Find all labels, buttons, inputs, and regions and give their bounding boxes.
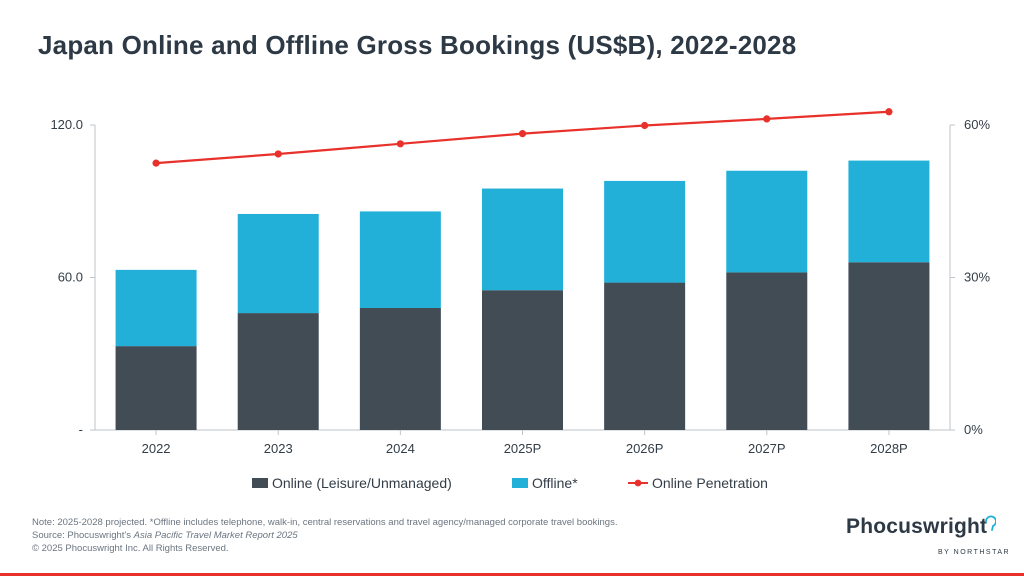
footnote: Note: 2025-2028 projected. *Offline incl… xyxy=(32,516,617,555)
x-tick-label: 2027P xyxy=(748,441,786,456)
legend-label-penetration: Online Penetration xyxy=(652,475,768,491)
chart-canvas: - 60.0 120.0 0% 30% 60% 2022 2023 2024 2025P 2026P… xyxy=(50,108,990,491)
x-tick-label: 2022 xyxy=(142,441,171,456)
x-tick-label: 2028P xyxy=(870,441,908,456)
bottom-accent-rule xyxy=(0,573,1024,576)
bar-online xyxy=(359,308,441,430)
penetration-point xyxy=(763,115,771,123)
bar-offline xyxy=(115,269,197,347)
y-right-tick-label: 0% xyxy=(964,422,983,437)
penetration-line xyxy=(155,110,889,165)
x-tick-label: 2026P xyxy=(626,441,664,456)
legend-label-offline: Offline* xyxy=(532,475,578,491)
bar-online xyxy=(604,282,686,430)
legend-swatch-penetration-dot xyxy=(634,479,642,487)
y-left-tick-label: - xyxy=(79,422,83,437)
bar-online xyxy=(115,346,197,430)
penetration-point xyxy=(274,150,282,158)
legend-label-online: Online (Leisure/Unmanaged) xyxy=(272,475,452,491)
legend-swatch-offline xyxy=(512,478,528,488)
bar-offline xyxy=(359,211,441,308)
y-right-tick-label: 30% xyxy=(964,270,990,285)
bar-offline xyxy=(726,170,808,273)
bar-online xyxy=(726,272,808,430)
penetration-point xyxy=(518,130,527,138)
bar-offline xyxy=(848,160,930,263)
speech-bubble-icon xyxy=(985,515,996,531)
footnote-copyright: © 2025 Phocuswright Inc. All Rights Rese… xyxy=(32,543,229,554)
logo-wordmark: Phocuswright xyxy=(846,515,988,538)
penetration-point xyxy=(396,140,404,148)
y-left-tick-label: 120.0 xyxy=(50,117,83,132)
bar-offline xyxy=(482,188,563,291)
x-tick-label: 2025P xyxy=(504,441,542,456)
penetration-point xyxy=(641,121,649,130)
bar-online xyxy=(848,262,930,430)
footnote-note: Note: 2025-2028 projected. *Offline incl… xyxy=(32,517,618,528)
footnote-source: Source: Phocuswright's Asia Pacific Trav… xyxy=(32,530,298,541)
bar-offline xyxy=(604,180,686,283)
legend-swatch-online xyxy=(252,478,268,488)
x-tick-label: 2023 xyxy=(264,441,293,456)
penetration-point xyxy=(152,159,160,167)
phocuswright-logo: Phocuswright BY NORTHSTAR xyxy=(846,515,1009,556)
y-right-tick-label: 60% xyxy=(964,117,990,132)
y-left-tick-label: 60.0 xyxy=(58,270,83,285)
bar-online xyxy=(237,313,319,430)
chart-title: Japan Online and Offline Gross Bookings … xyxy=(38,30,797,60)
bar-online xyxy=(482,290,563,430)
bar-offline xyxy=(237,213,319,314)
logo-tagline: BY NORTHSTAR xyxy=(938,549,1011,556)
x-tick-label: 2024 xyxy=(386,441,415,456)
penetration-point xyxy=(885,108,893,116)
